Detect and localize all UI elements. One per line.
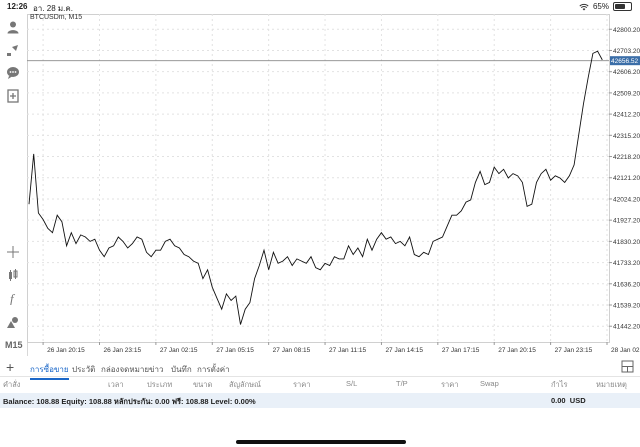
terminal-tabs: การซื้อขาย ประวัติ กล่องจดหมาย ข่าว บันท… <box>0 360 640 380</box>
trade-columns: คำสั่ง เวลา ประเภท ขนาด สัญลักษณ์ ราคา S… <box>0 379 640 391</box>
battery-percent: 65% <box>592 2 609 11</box>
col-type: ประเภท <box>147 380 173 389</box>
x-tick-label: 27 Jan 14:15 <box>385 347 423 354</box>
objects-icon[interactable] <box>4 313 22 331</box>
trade-arrows-icon[interactable] <box>4 41 22 59</box>
new-order-icon[interactable] <box>4 87 22 105</box>
y-tick-label: 42024.20 <box>613 196 640 203</box>
account-icon[interactable] <box>4 18 22 36</box>
col-time: เวลา <box>108 380 124 389</box>
y-tick-label: 42412.20 <box>613 112 640 119</box>
svg-text:f: f <box>10 291 16 305</box>
y-tick-label: 41927.20 <box>613 218 640 225</box>
x-tick-label: 27 Jan 11:15 <box>329 347 366 354</box>
x-tick-label: 26 Jan 20:15 <box>47 347 85 354</box>
expand-panel-icon[interactable] <box>621 360 634 373</box>
battery-icon <box>613 2 632 11</box>
col-symbol: สัญลักษณ์ <box>229 380 262 389</box>
balance-summary: Balance: 108.88 Equity: 108.88 หลักประกั… <box>3 397 256 406</box>
y-tick-label: 42121.20 <box>613 175 640 182</box>
plot-frame <box>27 14 610 343</box>
crosshair-icon[interactable] <box>4 243 22 261</box>
y-tick-label: 42606.20 <box>613 69 640 76</box>
y-tick-label: 41636.20 <box>613 281 640 288</box>
chart-canvas: 42800.20 42703.20 42606.20 42509.20 42412.20… <box>27 14 640 354</box>
battery-fill <box>615 4 625 9</box>
profit-value: 0.00 <box>551 396 566 405</box>
current-price-label: 42656.52 <box>611 58 638 65</box>
x-tick-label: 27 Jan 02:15 <box>160 347 198 354</box>
home-indicator <box>236 440 406 444</box>
col-swap: Swap <box>480 379 499 388</box>
wifi-icon <box>579 3 589 10</box>
candles-icon[interactable] <box>4 266 22 284</box>
tab-settings[interactable]: การตั้งค่า <box>197 365 230 374</box>
status-right: 65% <box>579 2 632 11</box>
tab-news[interactable]: ข่าว <box>149 365 164 374</box>
x-tick-label: 26 Jan 23:15 <box>103 347 141 354</box>
y-tick-label: 41830.20 <box>613 239 640 246</box>
col-volume: ขนาด <box>193 380 213 389</box>
x-tick-label: 28 Jan 02:15 <box>611 347 640 354</box>
y-tick-label: 42509.20 <box>613 90 640 97</box>
x-tick-label: 27 Jan 08:15 <box>273 347 311 354</box>
chart-toolbar: f M15 <box>0 14 28 356</box>
y-tick-label: 42218.20 <box>613 154 640 161</box>
col-sl: S/L <box>346 379 358 388</box>
col-price-current: ราคา <box>441 380 459 389</box>
x-tick-label: 27 Jan 17:15 <box>442 347 480 354</box>
clock: 12:26 <box>7 2 28 11</box>
col-order: คำสั่ง <box>3 380 21 389</box>
col-price: ราคา <box>293 380 311 389</box>
symbol-label: BTCUSDm, M15 <box>30 14 83 21</box>
price-line <box>28 50 603 325</box>
y-tick-label: 41539.20 <box>613 303 640 310</box>
chat-icon[interactable] <box>4 64 22 82</box>
tab-mailbox[interactable]: กล่องจดหมาย <box>101 365 150 374</box>
col-tp: T/P <box>396 379 408 388</box>
timeframe-button[interactable]: M15 <box>5 340 23 350</box>
status-bar: 12:26 อา. 28 ม.ค. 65% <box>0 0 640 14</box>
current-price-tag <box>610 56 640 66</box>
date: อา. 28 ม.ค. <box>33 4 73 13</box>
y-tick-label: 42703.20 <box>613 48 640 55</box>
add-tab-button[interactable]: + <box>6 359 15 375</box>
balance-row: Balance: 108.88 Equity: 108.88 หลักประกั… <box>0 393 640 408</box>
y-tick-label: 41442.20 <box>613 324 640 331</box>
profit-currency: USD <box>569 396 586 405</box>
tab-trade[interactable]: การซื้อขาย <box>30 363 69 380</box>
y-tick-label: 42315.20 <box>613 133 640 140</box>
col-profit: กำไร <box>551 380 568 389</box>
col-comment: หมายเหตุ <box>596 380 627 389</box>
y-tick-label: 42800.20 <box>613 27 640 34</box>
indicator-icon[interactable]: f <box>4 289 22 307</box>
y-tick-label: 41733.20 <box>613 260 640 267</box>
x-tick-label: 27 Jan 20:15 <box>498 347 536 354</box>
tab-journal[interactable]: บันทึก <box>171 365 192 374</box>
x-tick-label: 27 Jan 05:15 <box>216 347 254 354</box>
price-chart[interactable]: 42800.20 42703.20 42606.20 42509.20 42412.20… <box>27 14 640 356</box>
x-tick-label: 27 Jan 23:15 <box>555 347 593 354</box>
tab-history[interactable]: ประวัติ <box>72 365 96 374</box>
total-profit: 0.00 USD <box>551 396 586 405</box>
